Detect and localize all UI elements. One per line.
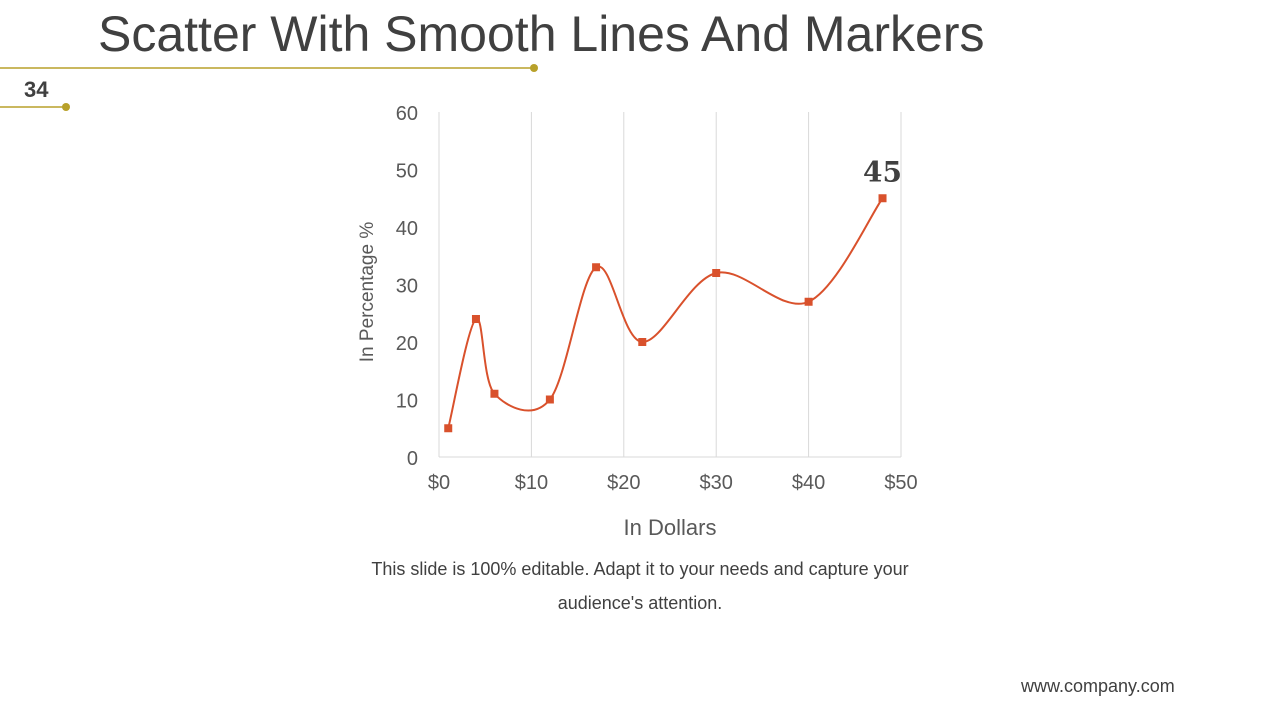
data-point-1 — [471, 315, 480, 323]
chart-tick-labels: $0 $10 $20 $30 $40 $50 0 10 20 30 40 50 60 — [396, 103, 918, 494]
x-axis-title: In Dollars — [624, 515, 717, 540]
y-tick-label-2: 20 — [396, 333, 418, 355]
slide-number: 34 — [24, 77, 49, 102]
y-tick-label-3: 30 — [396, 276, 418, 298]
data-point-7 — [804, 297, 813, 306]
data-point-2 — [490, 389, 499, 398]
page-title: Scatter With Smooth Lines And Markers — [98, 6, 985, 62]
data-point-0 — [444, 424, 453, 433]
y-axis-title: In Percentage % — [357, 222, 378, 363]
y-tick-label-4: 40 — [396, 218, 418, 240]
y-tick-label-6: 60 — [396, 103, 418, 125]
x-tick-label-0: $0 — [428, 472, 450, 494]
x-tick-label-4: $40 — [792, 472, 825, 494]
y-tick-label-5: 50 — [396, 161, 418, 183]
series-line — [447, 197, 884, 429]
x-tick-label-1: $10 — [515, 472, 548, 494]
chart-axes — [438, 112, 901, 458]
website-url: www.company.com — [1021, 676, 1175, 696]
x-tick-label-3: $30 — [700, 472, 733, 494]
data-point-8 — [878, 194, 887, 203]
caption-text: This slide is 100% editable. Adapt it to… — [371, 559, 909, 613]
x-tick-label-2: $20 — [607, 472, 640, 494]
title-underline-dot — [530, 64, 538, 72]
y-tick-label-0: 0 — [407, 448, 418, 470]
x-tick-label-5: $50 — [884, 472, 917, 494]
series-markers — [444, 194, 887, 433]
chart-gridlines — [530, 112, 902, 457]
data-point-6 — [712, 269, 721, 277]
number-underline-dot — [62, 103, 70, 111]
data-point-3 — [545, 395, 554, 404]
data-point-5 — [638, 338, 647, 346]
data-label-45: 45 — [863, 155, 902, 188]
data-point-4 — [592, 263, 601, 272]
y-tick-label-1: 10 — [396, 391, 418, 413]
